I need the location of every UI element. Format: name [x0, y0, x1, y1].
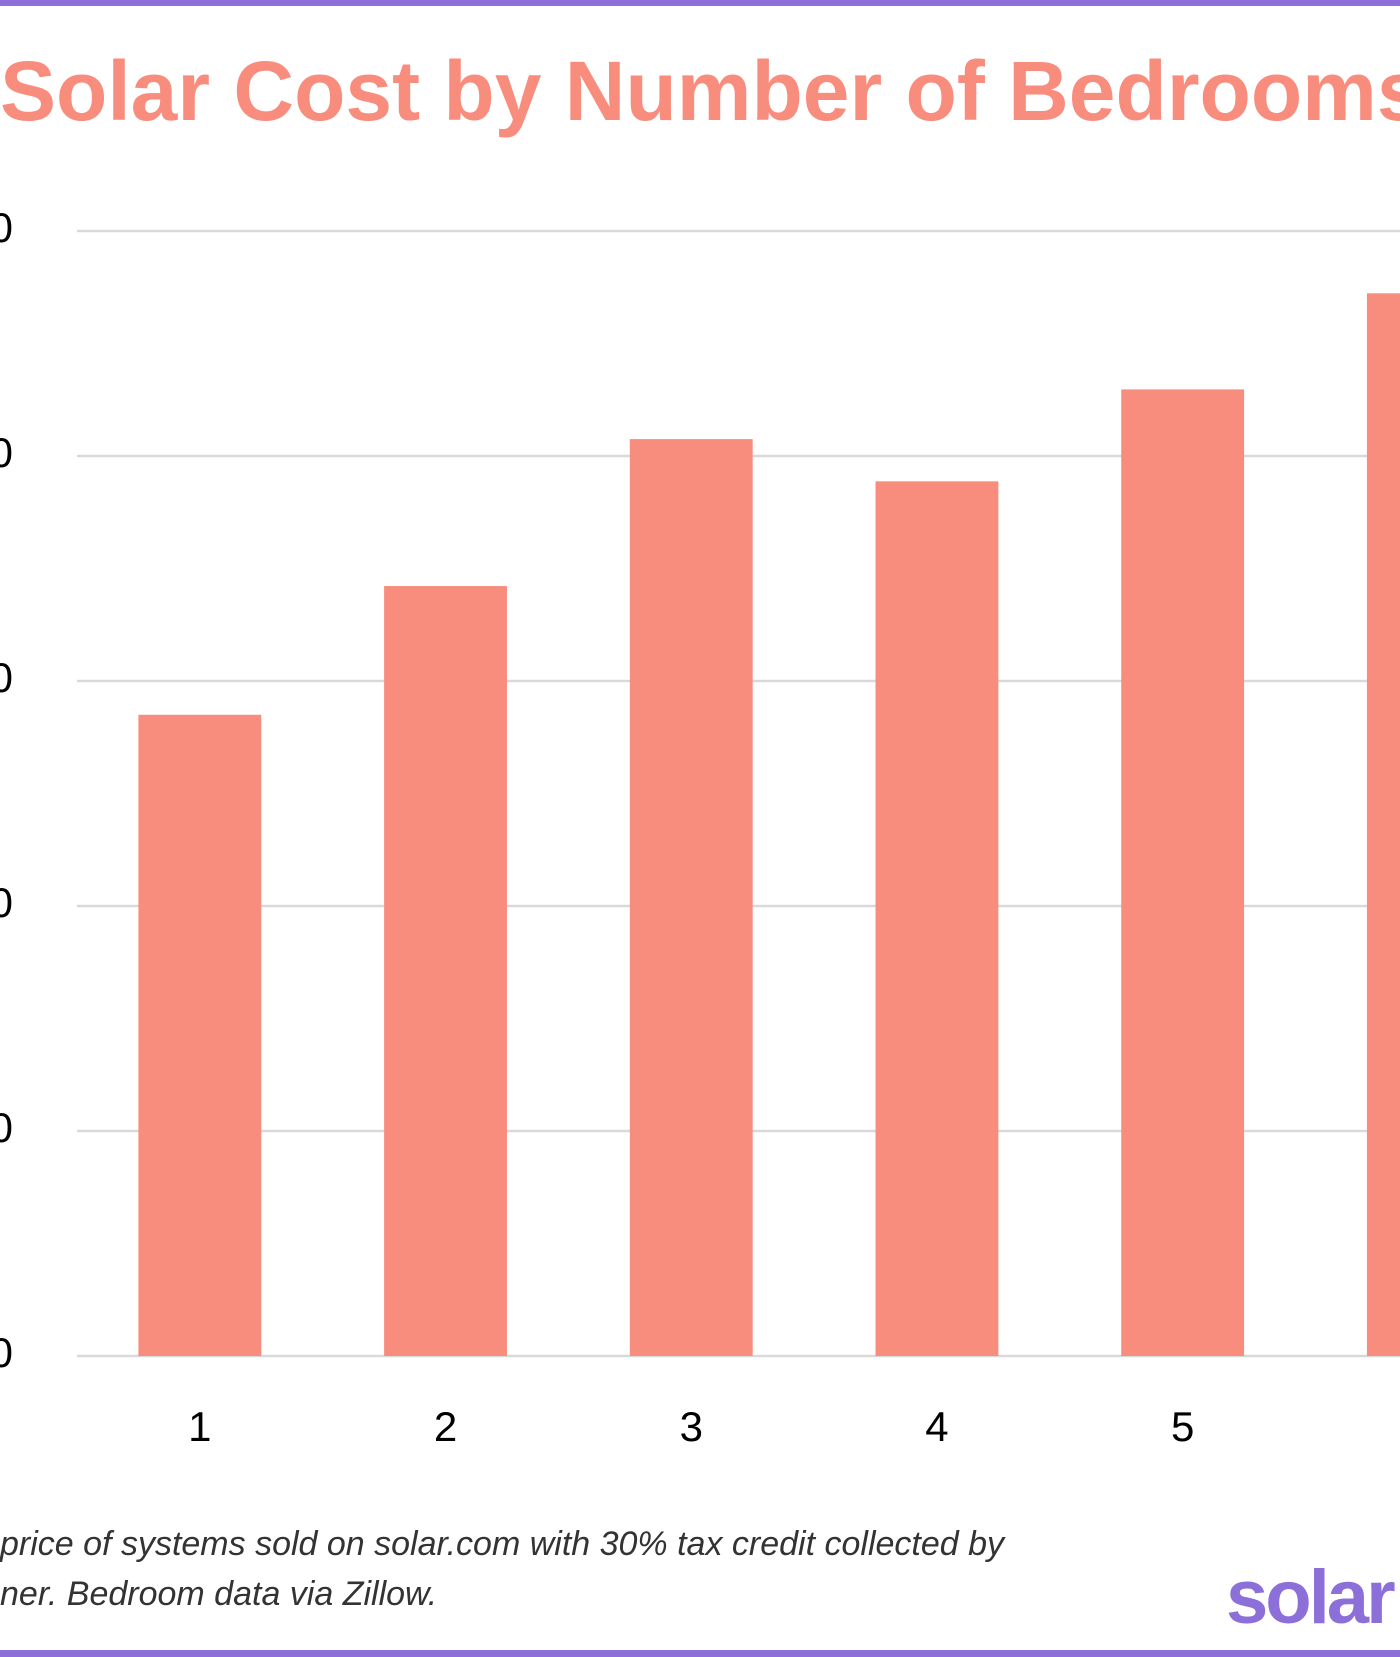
footnote: price of systems sold on solar.com with …	[0, 1525, 1006, 1563]
chart-title: Solar Cost by Number of Bedrooms	[0, 44, 1400, 138]
bottom-border	[0, 1650, 1400, 1657]
y-tick-label: 0	[0, 204, 13, 251]
y-tick-label: 0	[0, 879, 13, 926]
x-tick-label: 3	[680, 1403, 703, 1450]
y-tick-label: 0	[0, 1104, 13, 1151]
bar	[138, 714, 262, 1356]
y-tick-label: 0	[0, 429, 13, 476]
bar	[1121, 389, 1245, 1356]
footnote: ner. Bedroom data via Zillow.	[0, 1575, 437, 1613]
x-tick-label: 5	[1171, 1403, 1194, 1450]
top-border	[0, 0, 1400, 6]
bar	[875, 481, 999, 1357]
x-tick-label: 4	[925, 1403, 948, 1450]
x-tick-label: 1	[188, 1403, 211, 1450]
y-tick-label: 0	[0, 654, 13, 701]
y-tick-label: 0	[0, 1329, 13, 1376]
bar	[384, 586, 507, 1356]
bar	[629, 439, 753, 1356]
bar	[1366, 293, 1400, 1357]
x-tick-label: 2	[434, 1403, 457, 1450]
logo: solar	[1226, 1555, 1395, 1640]
